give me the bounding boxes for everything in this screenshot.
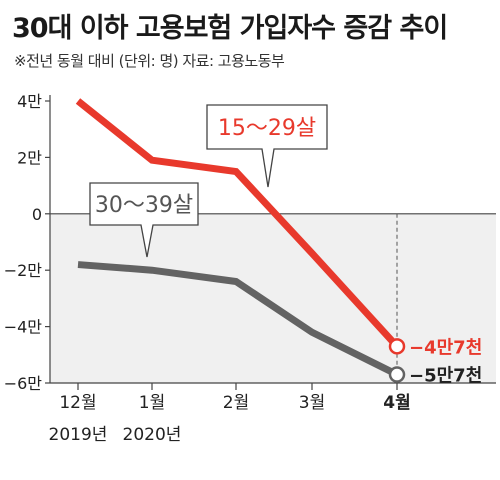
series-end-marker-1: [388, 366, 406, 383]
series-line-0: [75, 98, 400, 349]
y-tick-label: 4만: [17, 92, 42, 111]
y-tick-label: 2만: [17, 148, 42, 167]
series-end-marker-0: [388, 338, 406, 355]
series-callout-1-box: [89, 182, 199, 258]
series-end-label-0: −4만7천: [409, 337, 482, 358]
series-callout-0: 15～29살: [206, 104, 328, 188]
x-tick-label: 4월: [383, 393, 410, 413]
series-end-label-1: −5만7천: [409, 366, 482, 387]
chart-title: 30대 이하 고용보험 가입자수 증감 추이: [12, 13, 448, 44]
series-callout-0-label: 15～29살: [218, 116, 316, 141]
x-tick-label: 2월: [223, 393, 249, 413]
chart-subtitle: ※전년 동월 대비 (단위: 명) 자료: 고용노동부: [14, 52, 285, 70]
series-callout-1-label: 30～39살: [95, 193, 193, 218]
y-tick-label: −2만: [4, 261, 43, 280]
y-tick-label: 0: [32, 205, 42, 224]
series-callout-1: 30～39살: [89, 182, 199, 258]
x-tick-label: 1월: [139, 393, 165, 413]
x-tick-year-label: 2020년: [123, 425, 182, 445]
x-tick-label: 3월: [299, 393, 325, 413]
negative-region: [50, 213, 496, 383]
y-tick-label: −6만: [4, 374, 43, 393]
series-line-1: [77, 261, 399, 378]
y-tick-label: −4만: [4, 318, 43, 337]
series-callout-0-box: [206, 104, 328, 188]
x-tick-year-label: 2019년: [49, 425, 108, 445]
x-tick-label: 12월: [59, 393, 96, 413]
